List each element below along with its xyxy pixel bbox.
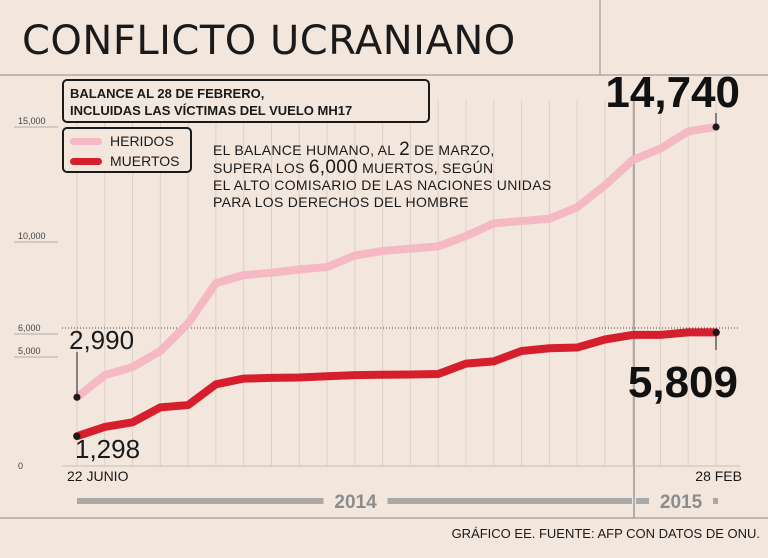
x-axis: 22 JUNIO 28 FEB 2014 2015 xyxy=(67,468,742,513)
chart-frame xyxy=(0,0,768,519)
note-line-2: SUPERA LOS 6,000 MUERTOS, SEGÚN xyxy=(213,157,552,178)
chart-title: CONFLICTO UCRANIANO xyxy=(22,18,516,64)
year-label-bg-2015 xyxy=(649,491,714,511)
legend-item-muertos: MUERTOS xyxy=(70,151,184,171)
legend-swatch-heridos xyxy=(70,137,102,145)
start-marker-heridos xyxy=(73,393,81,401)
start-label-muertos: 1,298 xyxy=(75,434,140,464)
end-marker-heridos xyxy=(712,123,720,131)
series-line-heridos xyxy=(73,122,720,402)
data-labels: 2,990 1,298 14,740 5,809 xyxy=(69,68,740,464)
series-line-muertos xyxy=(73,328,720,441)
end-label-muertos: 5,809 xyxy=(628,358,738,407)
note-number: 6,000 xyxy=(308,157,358,178)
year-label-2015: 2015 xyxy=(660,492,703,513)
subtitle-line-1: BALANCE AL 28 DE FEBRERO, xyxy=(70,86,265,101)
source-footer: GRÁFICO EE. FUENTE: AFP CON DATOS DE ONU… xyxy=(451,526,760,541)
note-text: SUPERA LOS xyxy=(213,160,309,176)
subtitle-line-2: INCLUIDAS LAS VÍCTIMAS DEL VUELO MH17 xyxy=(70,103,353,118)
note-text: MUERTOS, SEGÚN xyxy=(357,160,494,176)
x-end-label: 28 FEB xyxy=(695,468,742,484)
note-line-4: PARA LOS DERECHOS DEL HOMBRE xyxy=(213,194,469,210)
year-label-2014: 2014 xyxy=(334,492,377,513)
y-axis: 0 5,000 6,000 10,000 15,000 xyxy=(14,116,740,471)
end-marker-muertos xyxy=(712,328,720,336)
x-start-label: 22 JUNIO xyxy=(67,468,129,484)
y-tick-label: 5,000 xyxy=(18,346,41,356)
y-tick-label: 6,000 xyxy=(18,323,41,333)
legend-swatch-muertos xyxy=(70,157,102,165)
year-label-bg-2014 xyxy=(323,491,388,511)
series-lines xyxy=(73,122,720,441)
y-tick-label: 10,000 xyxy=(18,231,46,241)
legend: HERIDOS MUERTOS xyxy=(62,127,192,173)
legend-label-muertos: MUERTOS xyxy=(110,153,180,169)
y-tick-label: 0 xyxy=(18,461,23,471)
note-line-3: EL ALTO COMISARIO DE LAS NACIONES UNIDAS xyxy=(213,177,552,193)
legend-item-heridos: HERIDOS xyxy=(70,131,184,151)
start-label-heridos: 2,990 xyxy=(69,325,134,355)
y-tick-label: 15,000 xyxy=(18,116,46,126)
annotation-note: EL BALANCE HUMANO, AL 2 DE MARZO, SUPERA… xyxy=(213,139,552,211)
subtitle-box: BALANCE AL 28 DE FEBRERO, INCLUIDAS LAS … xyxy=(62,79,430,123)
start-marker-muertos xyxy=(73,432,81,440)
end-label-heridos: 14,740 xyxy=(605,68,740,117)
legend-label-heridos: HERIDOS xyxy=(110,133,174,149)
note-text: DE MARZO, xyxy=(409,142,495,158)
note-line-1: EL BALANCE HUMANO, AL 2 DE MARZO, xyxy=(213,139,552,160)
note-text: EL BALANCE HUMANO, AL xyxy=(213,142,400,158)
note-number: 2 xyxy=(399,139,410,160)
